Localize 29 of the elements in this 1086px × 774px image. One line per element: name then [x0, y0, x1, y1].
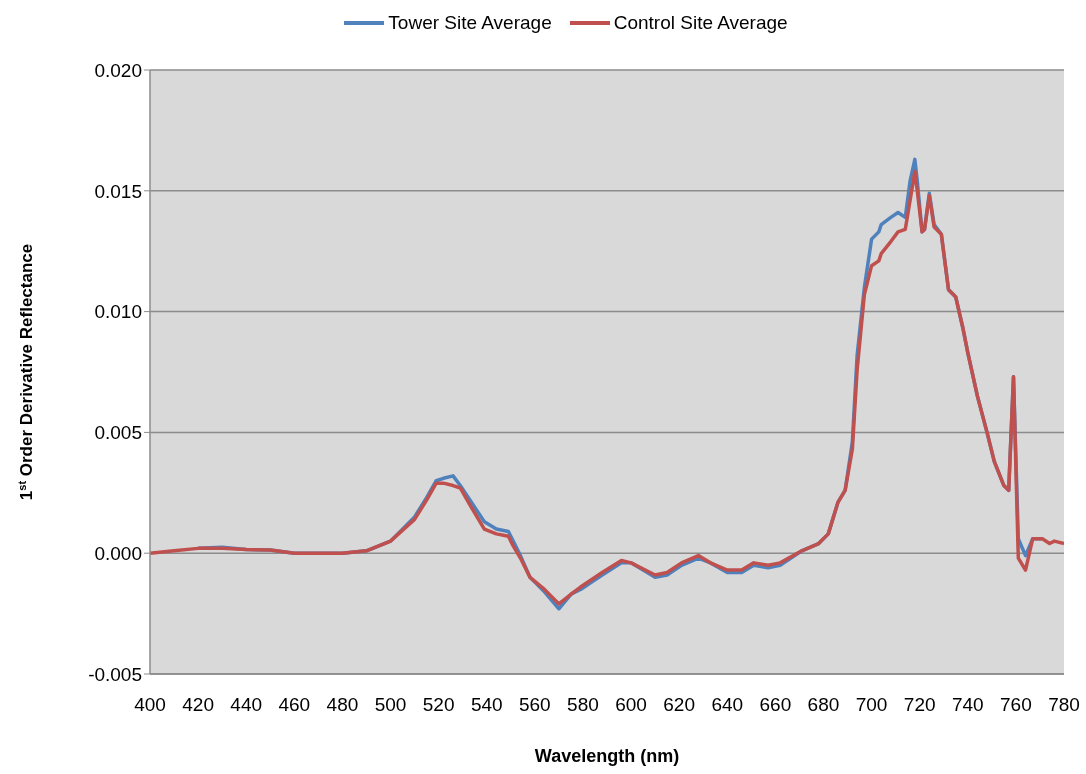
x-tick-label: 780	[1048, 694, 1080, 716]
x-tick-label: 600	[615, 694, 647, 716]
x-tick-label: 420	[182, 694, 214, 716]
x-tick-label: 400	[134, 694, 166, 716]
x-tick-label: 540	[470, 694, 503, 716]
x-tick-label: 760	[1000, 694, 1032, 716]
x-tick-label: 720	[903, 694, 936, 716]
x-tick-label: 620	[663, 694, 696, 716]
x-axis-title: Wavelength (nm)	[534, 746, 680, 766]
x-tick-label: 520	[422, 694, 455, 716]
x-tick-label: 440	[230, 694, 263, 716]
x-tick-label: 560	[518, 694, 551, 716]
x-tick-label: 480	[326, 694, 359, 716]
x-tick-label: 740	[951, 694, 984, 716]
x-tick-label: 460	[278, 694, 311, 716]
y-tick-label: 0.020	[94, 59, 142, 81]
legend-label: Tower Site Average	[388, 12, 552, 34]
x-tick-label: 660	[759, 694, 792, 716]
x-tick-label: 700	[855, 694, 888, 716]
x-tick-label: 500	[374, 694, 407, 716]
x-tick-label: 680	[807, 694, 840, 716]
legend-label: Control Site Average	[613, 12, 788, 34]
y-tick-label: 0.000	[94, 542, 142, 564]
x-tick-label: 580	[567, 694, 599, 716]
x-tick-label: 640	[711, 694, 744, 716]
y-tick-label: 0.010	[94, 301, 142, 323]
y-tick-label: 0.005	[94, 422, 142, 444]
y-tick-label: 0.015	[94, 180, 142, 202]
y-tick-label: -0.005	[88, 663, 142, 685]
